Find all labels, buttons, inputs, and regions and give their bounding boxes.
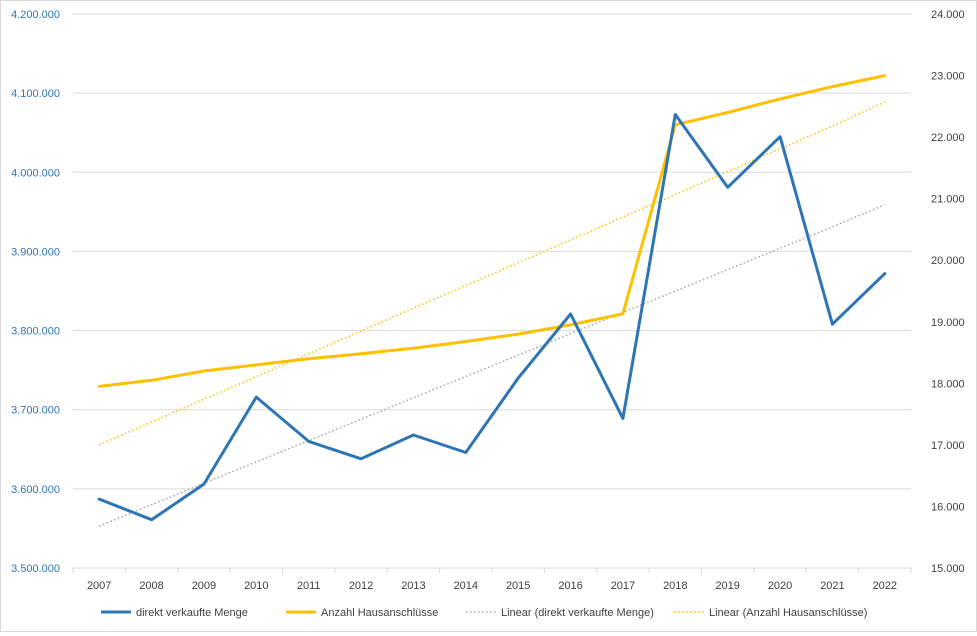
x-tick-label: 2016: [558, 580, 582, 592]
x-tick-label: 2011: [297, 580, 321, 592]
series-line-2: [97, 74, 887, 388]
x-tick-label: 2020: [768, 580, 792, 592]
legend-label: Anzahl Hausanschlüsse: [321, 607, 438, 619]
series-line-4: [98, 101, 886, 446]
left-tick-label: 3.800.000: [11, 326, 60, 338]
left-tick-label: 3.900.000: [11, 246, 60, 258]
right-tick-label: 22.000: [931, 132, 965, 144]
x-tick-label: 2019: [715, 580, 739, 592]
right-tick-label: 21.000: [931, 194, 965, 206]
x-tick-label: 2017: [611, 580, 635, 592]
left-tick-label: 4.000.000: [11, 167, 60, 179]
x-tick-label: 2007: [87, 580, 111, 592]
legend-label: Linear (direkt verkaufte Menge): [501, 607, 654, 619]
x-tick-label: 2014: [454, 580, 478, 592]
series-line-3: [98, 204, 886, 527]
right-tick-label: 24.000: [931, 9, 965, 21]
right-tick-label: 15.000: [931, 563, 965, 575]
series-line-1: [97, 113, 887, 522]
left-axis-ticks: 3.500.000 3.600.000 3.700.000 3.800.000 3.90…: [11, 9, 60, 575]
left-tick-label: 4.100.000: [11, 88, 60, 100]
x-tick-label: 2015: [506, 580, 530, 592]
x-axis-ticks: 2007 2008 2009 2010 2011 2012 2013 2014 2015 2016…: [87, 580, 897, 592]
x-tick-label: 2012: [349, 580, 373, 592]
right-tick-label: 23.000: [931, 71, 965, 83]
x-tick-label: 2022: [873, 580, 897, 592]
x-tick-label: 2018: [663, 580, 687, 592]
left-tick-label: 3.600.000: [11, 484, 60, 496]
right-tick-label: 18.000: [931, 378, 965, 390]
left-tick-label: 4.200.000: [11, 9, 60, 21]
right-tick-label: 17.000: [931, 440, 965, 452]
x-tick-label: 2010: [244, 580, 268, 592]
x-tick-label: 2009: [192, 580, 216, 592]
left-tick-label: 3.700.000: [11, 405, 60, 417]
x-tick-label: 2021: [820, 580, 844, 592]
left-tick-label: 3.500.000: [11, 563, 60, 575]
right-tick-label: 16.000: [931, 501, 965, 513]
right-axis-ticks: 15.000 16.000 17.000 18.000 19.000 20.000 21.0…: [931, 9, 965, 575]
x-tick-label: 2013: [401, 580, 425, 592]
gridlines: [72, 13, 912, 573]
right-tick-label: 19.000: [931, 317, 965, 329]
legend-label: direkt verkaufte Menge: [136, 607, 248, 619]
series-lines: [97, 74, 887, 527]
x-tick-label: 2008: [139, 580, 163, 592]
legend-label: Linear (Anzahl Hausanschlüsse): [709, 607, 867, 619]
legend: direkt verkaufte Menge Anzahl Hausanschlü…: [101, 607, 867, 619]
right-tick-label: 20.000: [931, 255, 965, 267]
